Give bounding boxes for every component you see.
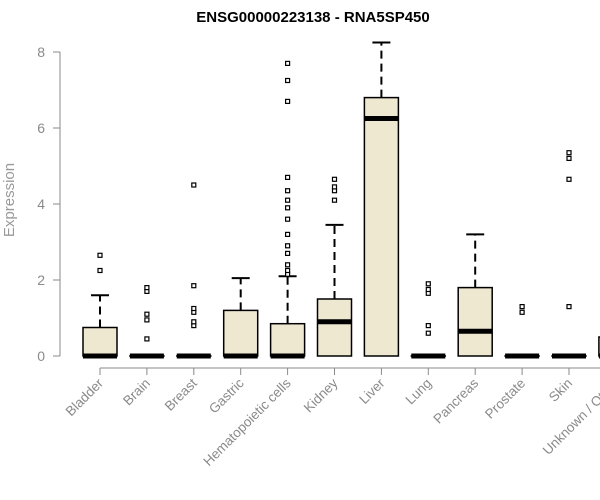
box-group bbox=[410, 281, 447, 359]
y-tick-label: 4 bbox=[37, 196, 45, 212]
box-rect bbox=[269, 322, 306, 357]
outlier-point bbox=[285, 197, 291, 203]
box-group bbox=[222, 277, 259, 359]
outlier-point bbox=[191, 283, 197, 289]
outlier-point bbox=[144, 285, 150, 291]
chart-title: ENSG00000223138 - RNA5SP450 bbox=[196, 9, 429, 26]
y-tick-label: 8 bbox=[37, 44, 45, 60]
outlier-point bbox=[285, 188, 291, 194]
box-group bbox=[82, 252, 118, 359]
category-label: Lung bbox=[403, 376, 435, 408]
box-group bbox=[129, 285, 165, 359]
category-label: Gastric bbox=[206, 375, 247, 416]
box-group bbox=[504, 304, 540, 359]
box-group bbox=[269, 60, 306, 359]
box-rect bbox=[82, 326, 118, 357]
boxes bbox=[82, 41, 600, 359]
outlier-point bbox=[144, 336, 150, 342]
y-axis-label: Expression bbox=[1, 163, 18, 237]
y-tick-label: 2 bbox=[37, 272, 45, 288]
box-rect bbox=[457, 286, 493, 357]
outlier-point bbox=[285, 250, 291, 256]
category-label: Skin bbox=[546, 376, 575, 405]
category-label: Bladder bbox=[63, 375, 107, 419]
y-tick-label: 0 bbox=[37, 348, 45, 364]
box-group bbox=[363, 41, 400, 357]
category-label: Pancreas bbox=[430, 375, 481, 426]
outlier-point bbox=[285, 174, 291, 180]
y-axis: 0 2 4 6 8 bbox=[37, 44, 61, 364]
outlier-point bbox=[285, 267, 291, 274]
category-label: Brain bbox=[120, 376, 153, 409]
box-rect bbox=[316, 298, 353, 357]
outlier-point bbox=[285, 216, 291, 222]
outlier-point bbox=[191, 182, 197, 188]
outlier-point bbox=[425, 286, 431, 293]
outlier-point bbox=[144, 317, 150, 323]
outlier-point bbox=[285, 262, 291, 268]
outlier-point bbox=[97, 252, 103, 258]
outlier-point bbox=[285, 60, 291, 67]
outlier-point bbox=[191, 319, 197, 325]
x-axis bbox=[99, 367, 600, 375]
outlier-point bbox=[191, 305, 197, 312]
box-group bbox=[598, 336, 600, 359]
box-group bbox=[316, 176, 353, 357]
outlier-point bbox=[425, 281, 431, 287]
outlier-point bbox=[566, 304, 572, 310]
outlier-point bbox=[285, 205, 291, 211]
y-tick-label: 6 bbox=[37, 120, 45, 136]
outlier-point bbox=[97, 267, 103, 274]
category-label: Prostate bbox=[482, 376, 528, 422]
outlier-point bbox=[566, 176, 572, 182]
box-rect bbox=[363, 96, 400, 357]
box-group bbox=[551, 150, 587, 359]
category-label: Hematopoietic cells bbox=[200, 375, 294, 469]
outlier-point bbox=[519, 304, 525, 310]
category-label: Kidney bbox=[301, 375, 341, 415]
outlier-point bbox=[285, 98, 291, 105]
outlier-point bbox=[425, 323, 431, 329]
outlier-point bbox=[331, 176, 338, 182]
outlier-point bbox=[566, 155, 572, 161]
outlier-point bbox=[566, 150, 572, 156]
box-rect bbox=[222, 309, 259, 357]
outlier-point bbox=[285, 77, 291, 84]
box-rect bbox=[598, 336, 600, 357]
outlier-point bbox=[331, 184, 338, 190]
outlier-point bbox=[425, 330, 431, 336]
outlier-point bbox=[285, 243, 291, 249]
outlier-point bbox=[144, 311, 150, 317]
outlier-point bbox=[285, 231, 291, 237]
outlier-point bbox=[331, 197, 338, 203]
box-group bbox=[176, 182, 212, 359]
category-label: Breast bbox=[162, 375, 200, 413]
box-group bbox=[457, 233, 493, 357]
outlier-point bbox=[519, 309, 525, 315]
category-label: Liver bbox=[356, 375, 388, 407]
